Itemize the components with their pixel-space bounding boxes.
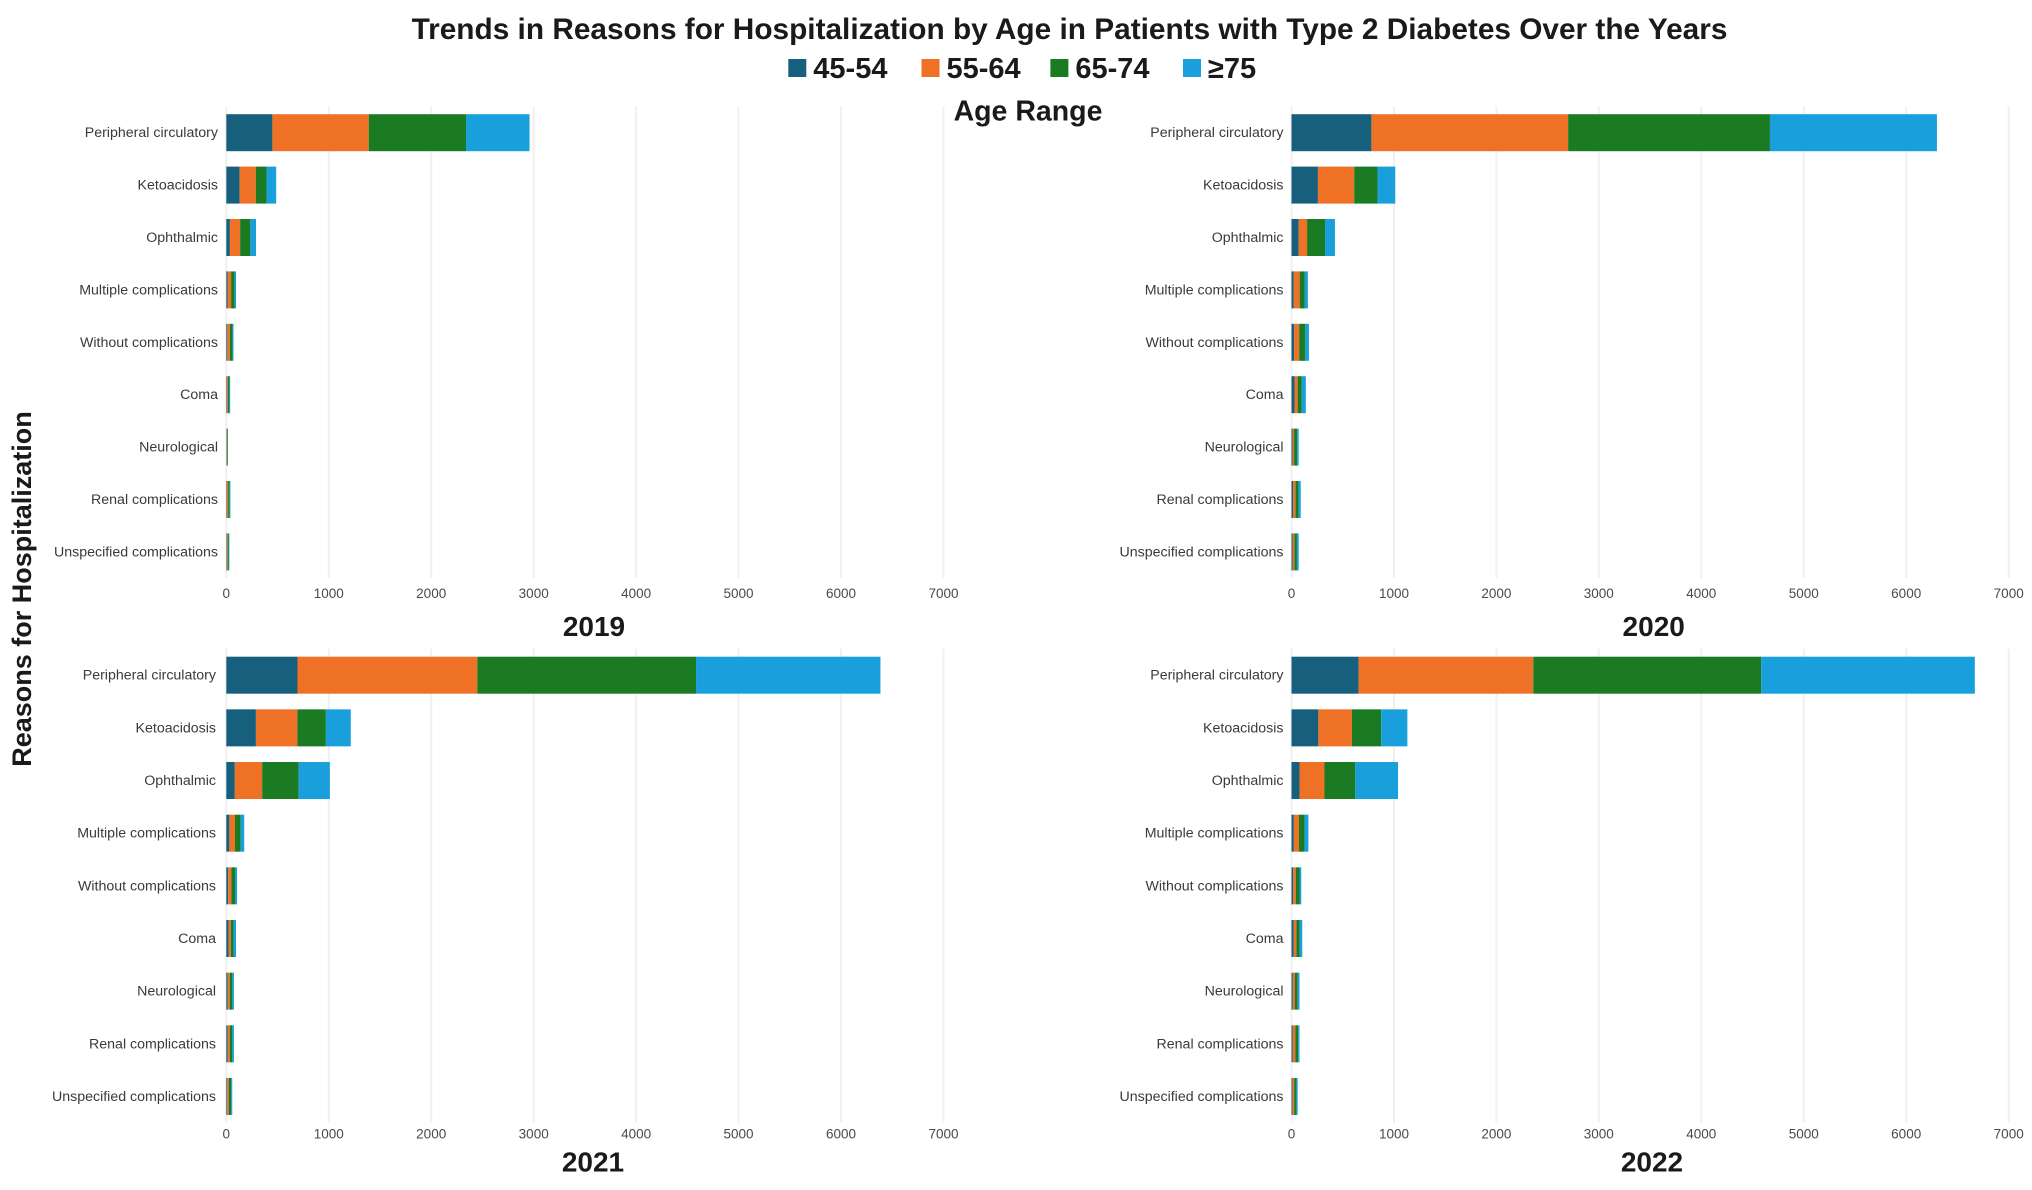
svg-text:1000: 1000 (1379, 1127, 1409, 1142)
svg-text:7000: 7000 (1994, 586, 2024, 601)
svg-text:1000: 1000 (314, 586, 344, 601)
svg-text:65-74: 65-74 (1075, 53, 1149, 85)
svg-text:Coma: Coma (178, 931, 216, 947)
svg-text:7000: 7000 (1994, 1127, 2024, 1142)
svg-text:5000: 5000 (1789, 1127, 1819, 1142)
svg-text:Age Range: Age Range (954, 96, 1103, 128)
svg-text:Peripheral circulatory: Peripheral circulatory (83, 668, 217, 684)
svg-text:Reasons for Hospitalization: Reasons for Hospitalization (7, 411, 37, 767)
svg-text:Renal complications: Renal complications (91, 492, 218, 508)
svg-text:6000: 6000 (826, 1127, 856, 1142)
svg-text:Coma: Coma (180, 387, 218, 403)
svg-text:Neurological: Neurological (1205, 984, 1284, 1000)
svg-text:Renal complications: Renal complications (1157, 1036, 1284, 1052)
svg-text:Without complications: Without complications (80, 335, 218, 351)
svg-text:4000: 4000 (1686, 586, 1716, 601)
svg-text:5000: 5000 (723, 1127, 753, 1142)
svg-text:Ophthalmic: Ophthalmic (1212, 773, 1284, 789)
svg-text:55-64: 55-64 (947, 53, 1021, 85)
svg-text:Unspecified complications: Unspecified complications (1119, 1089, 1283, 1105)
svg-text:Coma: Coma (1246, 387, 1284, 403)
svg-text:Renal complications: Renal complications (89, 1036, 216, 1052)
svg-text:4000: 4000 (621, 586, 651, 601)
svg-text:3000: 3000 (519, 586, 549, 601)
svg-text:Ketoacidosis: Ketoacidosis (136, 720, 216, 736)
svg-text:1000: 1000 (314, 1127, 344, 1142)
svg-text:2022: 2022 (1621, 1147, 1683, 1178)
svg-text:2020: 2020 (1623, 611, 1685, 642)
svg-text:2021: 2021 (562, 1147, 624, 1178)
svg-text:Unspecified complications: Unspecified complications (52, 1089, 216, 1105)
svg-text:Peripheral circulatory: Peripheral circulatory (1150, 125, 1284, 141)
svg-text:6000: 6000 (826, 586, 856, 601)
svg-text:Neurological: Neurological (1205, 440, 1284, 456)
svg-text:Neurological: Neurological (139, 440, 218, 456)
svg-text:3000: 3000 (519, 1127, 549, 1142)
svg-text:Multiple complications: Multiple complications (79, 282, 218, 298)
svg-text:1000: 1000 (1379, 586, 1409, 601)
svg-text:3000: 3000 (1584, 586, 1614, 601)
svg-text:Ketoacidosis: Ketoacidosis (1203, 178, 1283, 194)
svg-text:Multiple complications: Multiple complications (1145, 282, 1284, 298)
svg-text:0: 0 (223, 586, 231, 601)
svg-text:Peripheral circulatory: Peripheral circulatory (85, 125, 219, 141)
svg-text:4000: 4000 (1686, 1127, 1716, 1142)
svg-text:Coma: Coma (1246, 931, 1284, 947)
svg-text:0: 0 (223, 1127, 231, 1142)
svg-text:45-54: 45-54 (813, 53, 887, 85)
svg-text:Multiple complications: Multiple complications (77, 826, 216, 842)
svg-text:Without complications: Without complications (1146, 878, 1284, 894)
svg-text:Without complications: Without complications (78, 878, 216, 894)
svg-text:Ophthalmic: Ophthalmic (144, 773, 216, 789)
svg-text:Ophthalmic: Ophthalmic (1212, 230, 1284, 246)
svg-text:Unspecified complications: Unspecified complications (1119, 544, 1283, 560)
svg-text:Renal complications: Renal complications (1157, 492, 1284, 508)
svg-text:0: 0 (1288, 586, 1296, 601)
svg-text:6000: 6000 (1891, 586, 1921, 601)
svg-text:5000: 5000 (723, 586, 753, 601)
svg-text:4000: 4000 (621, 1127, 651, 1142)
svg-text:Ketoacidosis: Ketoacidosis (1203, 720, 1283, 736)
svg-text:Ketoacidosis: Ketoacidosis (138, 178, 218, 194)
svg-text:2000: 2000 (416, 586, 446, 601)
svg-text:2000: 2000 (416, 1127, 446, 1142)
svg-text:Multiple complications: Multiple complications (1145, 826, 1284, 842)
svg-text:≥75: ≥75 (1208, 53, 1256, 85)
svg-text:3000: 3000 (1584, 1127, 1614, 1142)
svg-text:6000: 6000 (1891, 1127, 1921, 1142)
svg-text:7000: 7000 (928, 586, 958, 601)
svg-text:0: 0 (1288, 1127, 1296, 1142)
svg-text:Peripheral circulatory: Peripheral circulatory (1150, 668, 1284, 684)
svg-text:Trends in Reasons for Hospital: Trends in Reasons for Hospitalization by… (412, 13, 1728, 46)
svg-text:2000: 2000 (1481, 1127, 1511, 1142)
svg-text:2000: 2000 (1481, 586, 1511, 601)
svg-text:7000: 7000 (928, 1127, 958, 1142)
svg-text:Unspecified complications: Unspecified complications (54, 544, 218, 560)
svg-text:2019: 2019 (563, 611, 625, 642)
svg-text:Ophthalmic: Ophthalmic (146, 230, 218, 246)
svg-text:Without complications: Without complications (1146, 335, 1284, 351)
svg-text:5000: 5000 (1789, 586, 1819, 601)
svg-text:Neurological: Neurological (137, 984, 216, 1000)
